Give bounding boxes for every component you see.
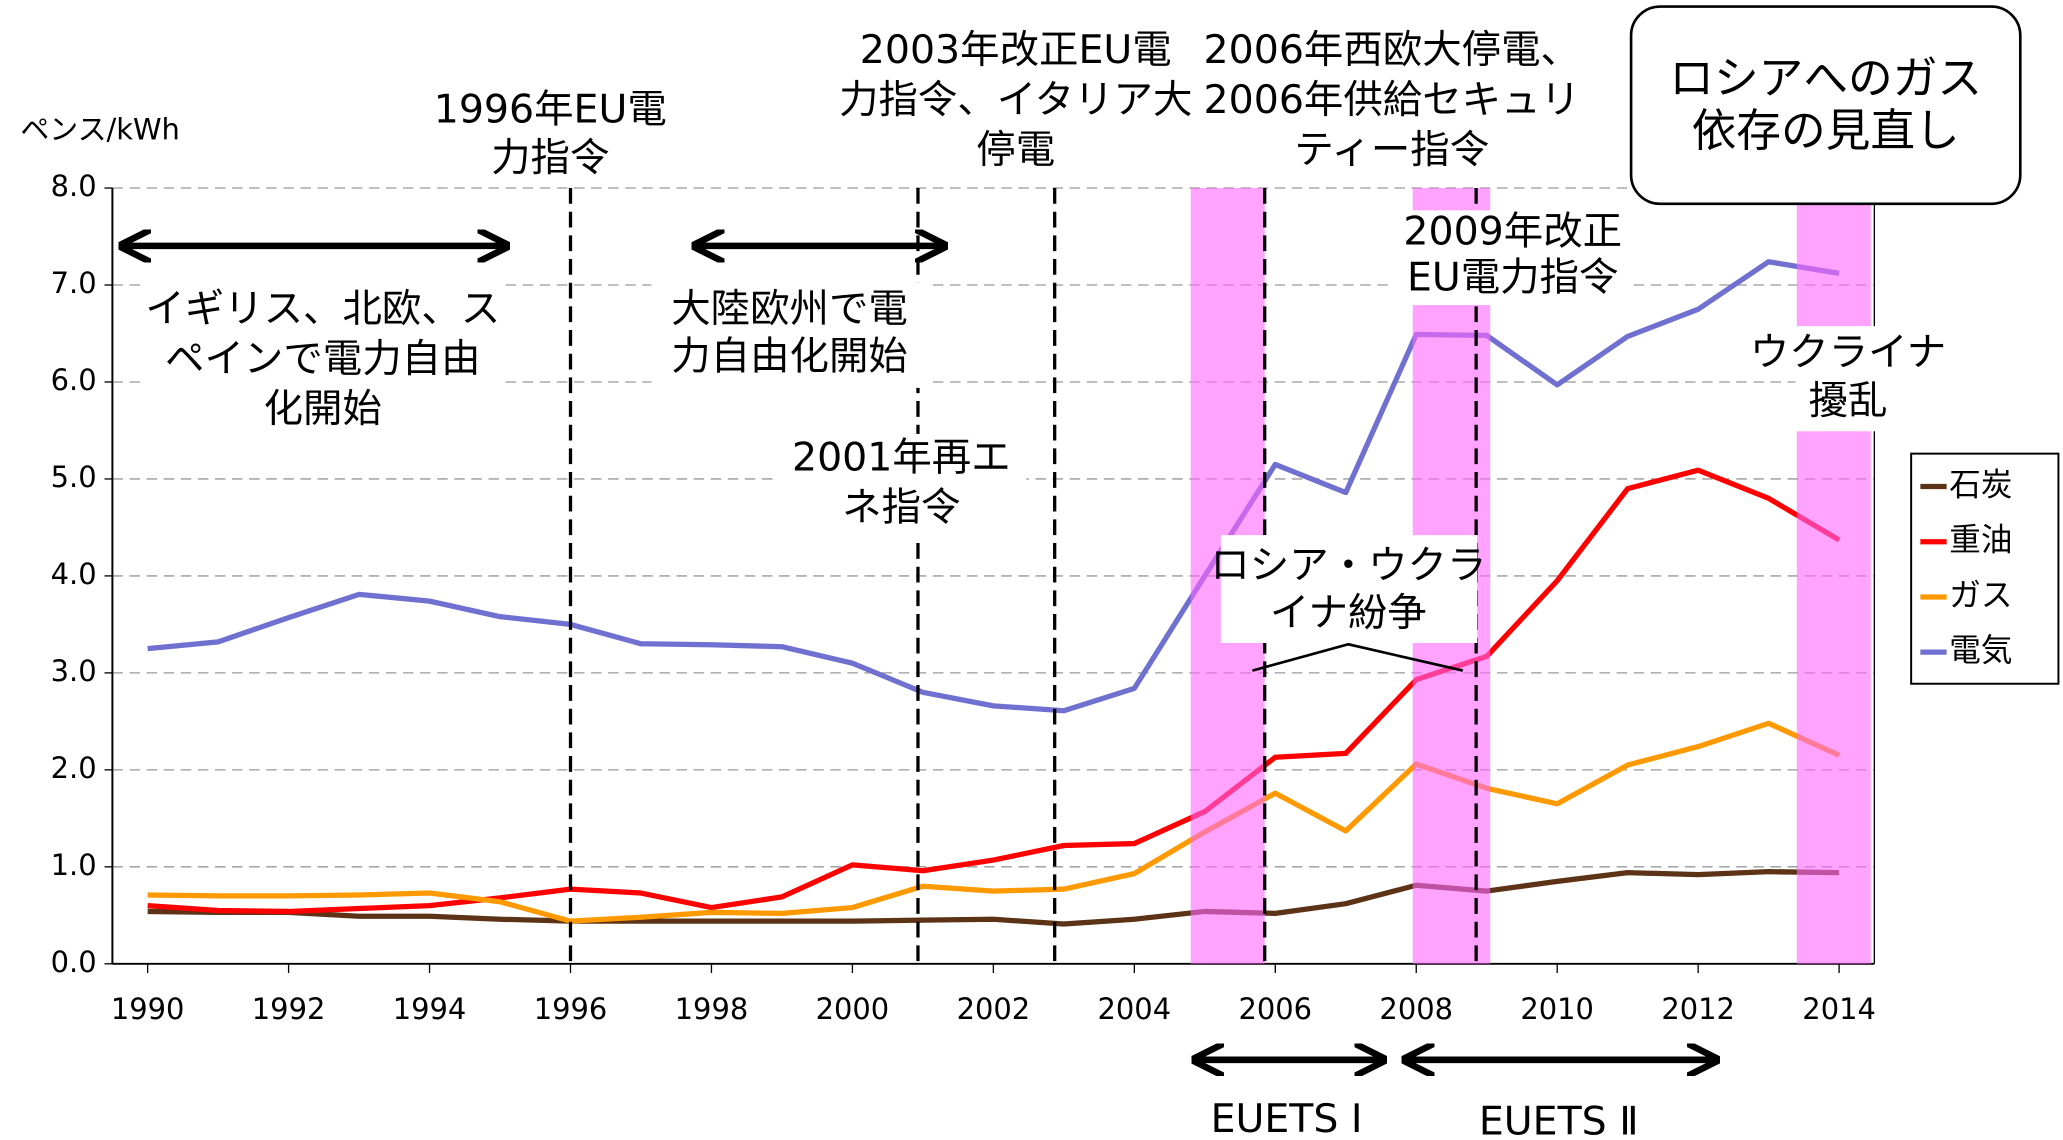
y-tick-label: 4.0 xyxy=(51,557,97,591)
y-axis-label: ペンス/kWh xyxy=(20,112,180,146)
x-tick-label: 1996 xyxy=(534,992,608,1026)
y-tick-label: 6.0 xyxy=(51,363,97,397)
annotation-bg xyxy=(776,433,1027,540)
legend-box xyxy=(1910,452,2060,685)
annotation: 依存の見直し xyxy=(1692,105,1960,157)
annotation: 2006年供給セキュリ xyxy=(1204,77,1580,123)
y-tick-label: 1.0 xyxy=(51,848,97,882)
annotation-bg xyxy=(1394,210,1632,306)
x-tick-label: 2008 xyxy=(1379,992,1453,1026)
x-tick-label: 2010 xyxy=(1520,992,1594,1026)
annotation: ロシアへのガス xyxy=(1669,53,1982,105)
x-tick-label: 2000 xyxy=(816,992,890,1026)
x-tick-label: 1994 xyxy=(393,992,467,1026)
annotation: ロシア・ウクラ xyxy=(1210,543,1486,589)
annotation-bg xyxy=(1795,326,1901,432)
legend-label: 重油 xyxy=(1949,523,2012,559)
annotation: 力指令、イタリア大 xyxy=(839,77,1192,123)
series-line xyxy=(147,720,1841,924)
y-tick-label: 8.0 xyxy=(51,169,97,203)
annotation: 2001年再エ xyxy=(792,435,1011,481)
x-tick-label: 2004 xyxy=(1098,992,1172,1026)
x-tick-label: 2006 xyxy=(1238,992,1312,1026)
annotation: 2003年改正EU電 xyxy=(860,27,1172,73)
annotation: 1996年EU電 xyxy=(434,86,667,132)
connector xyxy=(1252,642,1464,672)
y-tick-label: 7.0 xyxy=(51,266,97,300)
x-tick-label: 2002 xyxy=(957,992,1031,1026)
annotation: ティー指令 xyxy=(1294,127,1489,173)
y-tick-label: 2.0 xyxy=(51,751,97,785)
annotation: 大陸欧州で電 xyxy=(671,286,908,332)
annotation: イギリス、北欧、ス xyxy=(145,286,500,332)
annotation: ネ指令 xyxy=(842,485,960,531)
series-line xyxy=(147,467,1841,915)
annotation: EUETS Ⅰ xyxy=(1211,1096,1363,1140)
annotation: 化開始 xyxy=(264,386,382,432)
highlight-span xyxy=(1796,188,1871,964)
legend-label: 石炭 xyxy=(1949,468,2012,504)
annotation: ウクライナ xyxy=(1750,330,1946,376)
annotation-bg xyxy=(1220,535,1478,643)
legend-label: 電気 xyxy=(1949,633,2012,669)
annotation: 擾乱 xyxy=(1809,378,1888,424)
annotation: EU電力指令 xyxy=(1407,255,1619,301)
annotation: ペインで電力自由 xyxy=(165,336,481,382)
annotation: 2009年改正 xyxy=(1403,209,1622,255)
annotation: 停電 xyxy=(976,127,1055,173)
y-tick-label: 3.0 xyxy=(51,654,97,688)
annotation: 力自由化開始 xyxy=(671,333,908,379)
y-tick-label: 0.0 xyxy=(51,945,97,979)
x-tick-label: 2014 xyxy=(1802,992,1876,1026)
x-tick-label: 1998 xyxy=(675,992,749,1026)
x-tick-label: 1990 xyxy=(111,992,185,1026)
x-tick-label: 1992 xyxy=(252,992,326,1026)
annotation-bg xyxy=(145,282,501,441)
y-tick-label: 5.0 xyxy=(51,460,97,494)
series-line xyxy=(147,259,1840,714)
annotation: 力指令 xyxy=(491,135,609,181)
x-tick-label: 2012 xyxy=(1661,992,1735,1026)
annotation: 2006年西欧大停電、 xyxy=(1204,27,1580,73)
series-line xyxy=(147,869,1840,927)
annotation: EUETS Ⅱ xyxy=(1479,1099,1639,1140)
legend-label: ガス xyxy=(1949,578,2012,614)
annotation-bg xyxy=(651,282,928,388)
callout-box xyxy=(1629,5,2022,206)
annotation: イナ紛争 xyxy=(1270,590,1427,636)
